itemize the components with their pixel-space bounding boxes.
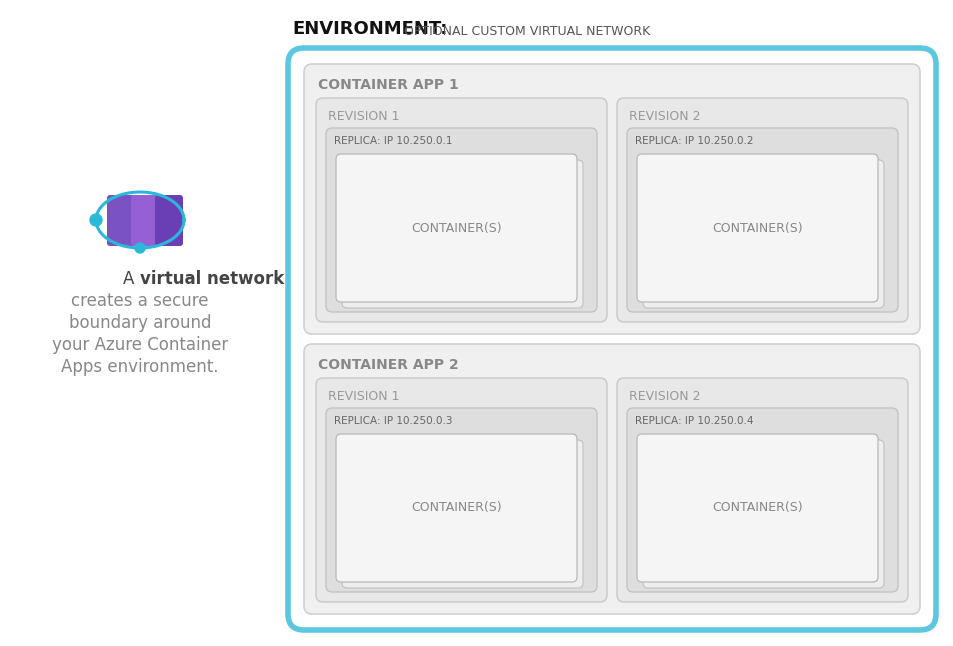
FancyBboxPatch shape: [637, 434, 877, 582]
FancyBboxPatch shape: [341, 160, 582, 308]
FancyBboxPatch shape: [617, 378, 907, 602]
FancyBboxPatch shape: [335, 434, 577, 582]
Text: REPLICA: IP 10.250.0.1: REPLICA: IP 10.250.0.1: [334, 136, 452, 146]
Text: REPLICA: IP 10.250.0.2: REPLICA: IP 10.250.0.2: [635, 136, 753, 146]
Text: REVISION 2: REVISION 2: [628, 390, 700, 403]
Text: REVISION 1: REVISION 1: [328, 390, 399, 403]
Text: REPLICA: IP 10.250.0.4: REPLICA: IP 10.250.0.4: [635, 416, 753, 426]
FancyBboxPatch shape: [642, 440, 883, 588]
Text: A: A: [123, 270, 140, 288]
Text: CONTAINER(S): CONTAINER(S): [411, 222, 501, 234]
Circle shape: [135, 243, 145, 253]
Text: CONTAINER(S): CONTAINER(S): [411, 501, 501, 514]
Text: REVISION 2: REVISION 2: [628, 110, 700, 123]
FancyBboxPatch shape: [315, 98, 606, 322]
Text: virtual network: virtual network: [140, 270, 284, 288]
Text: boundary around: boundary around: [69, 314, 211, 332]
FancyBboxPatch shape: [131, 195, 159, 246]
FancyBboxPatch shape: [107, 195, 135, 246]
FancyBboxPatch shape: [304, 64, 919, 334]
Circle shape: [90, 214, 102, 226]
FancyBboxPatch shape: [315, 378, 606, 602]
Text: Apps environment.: Apps environment.: [61, 358, 218, 376]
Text: ENVIRONMENT:: ENVIRONMENT:: [292, 20, 447, 38]
Text: creates a secure: creates a secure: [71, 292, 209, 310]
Text: REVISION 1: REVISION 1: [328, 110, 399, 123]
FancyBboxPatch shape: [304, 344, 919, 614]
Text: OPTIONAL CUSTOM VIRTUAL NETWORK: OPTIONAL CUSTOM VIRTUAL NETWORK: [399, 25, 650, 38]
FancyBboxPatch shape: [626, 128, 897, 312]
FancyBboxPatch shape: [617, 98, 907, 322]
FancyBboxPatch shape: [154, 195, 183, 246]
Text: CONTAINER(S): CONTAINER(S): [712, 501, 802, 514]
FancyBboxPatch shape: [626, 408, 897, 592]
FancyBboxPatch shape: [335, 154, 577, 302]
Text: REPLICA: IP 10.250.0.3: REPLICA: IP 10.250.0.3: [334, 416, 452, 426]
Text: your Azure Container: your Azure Container: [51, 336, 228, 354]
FancyBboxPatch shape: [326, 408, 597, 592]
FancyBboxPatch shape: [642, 160, 883, 308]
Text: CONTAINER APP 1: CONTAINER APP 1: [317, 78, 458, 92]
Text: CONTAINER(S): CONTAINER(S): [712, 222, 802, 234]
Text: CONTAINER APP 2: CONTAINER APP 2: [317, 358, 458, 372]
FancyBboxPatch shape: [326, 128, 597, 312]
FancyBboxPatch shape: [288, 48, 935, 630]
FancyBboxPatch shape: [341, 440, 582, 588]
FancyBboxPatch shape: [637, 154, 877, 302]
